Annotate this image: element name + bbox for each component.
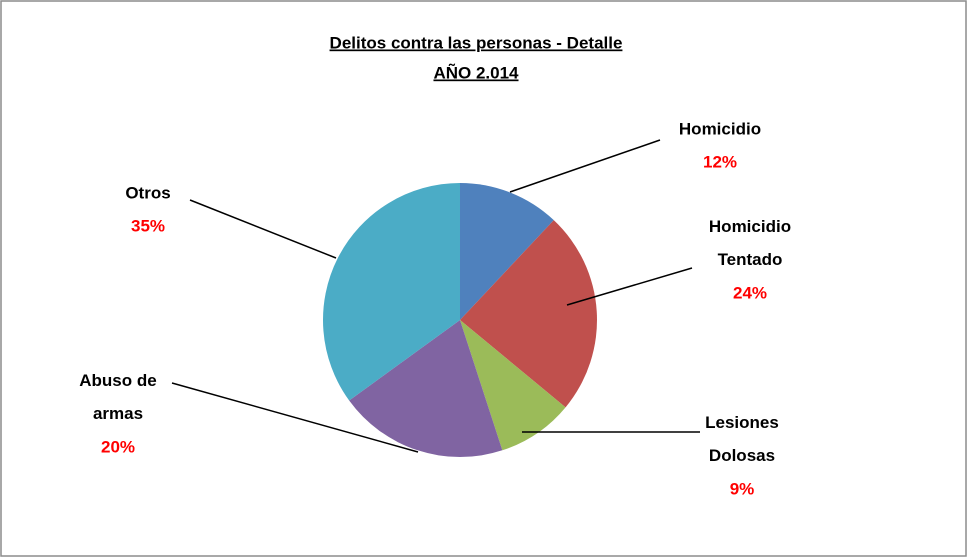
leader-line [509, 139, 661, 193]
leader-line [171, 382, 419, 453]
slice-label: Abuso de armas [79, 371, 156, 423]
pie-slice [460, 220, 597, 408]
pie-slice [460, 320, 566, 451]
chart-subtitle: AÑO 2.014 [433, 62, 519, 82]
pie-slice [349, 320, 503, 457]
slice-label: Homicidio [679, 119, 761, 138]
leader-line [566, 267, 693, 306]
slice-label: Otros [125, 183, 170, 202]
slice-label: Homicidio Tentado [709, 217, 791, 269]
chart-title: Delitos contra las personas - Detalle [330, 33, 623, 52]
slice-value-label: 35% [131, 216, 165, 235]
slice-value-label: 20% [101, 437, 135, 456]
leader-line [189, 199, 337, 259]
pie-slice [460, 183, 554, 320]
pie-slice [323, 183, 460, 401]
slice-label: Lesiones Dolosas [705, 413, 779, 465]
slice-value-label: 24% [733, 283, 767, 302]
slice-value-label: 9% [730, 479, 755, 498]
slice-value-label: 12% [703, 152, 737, 171]
